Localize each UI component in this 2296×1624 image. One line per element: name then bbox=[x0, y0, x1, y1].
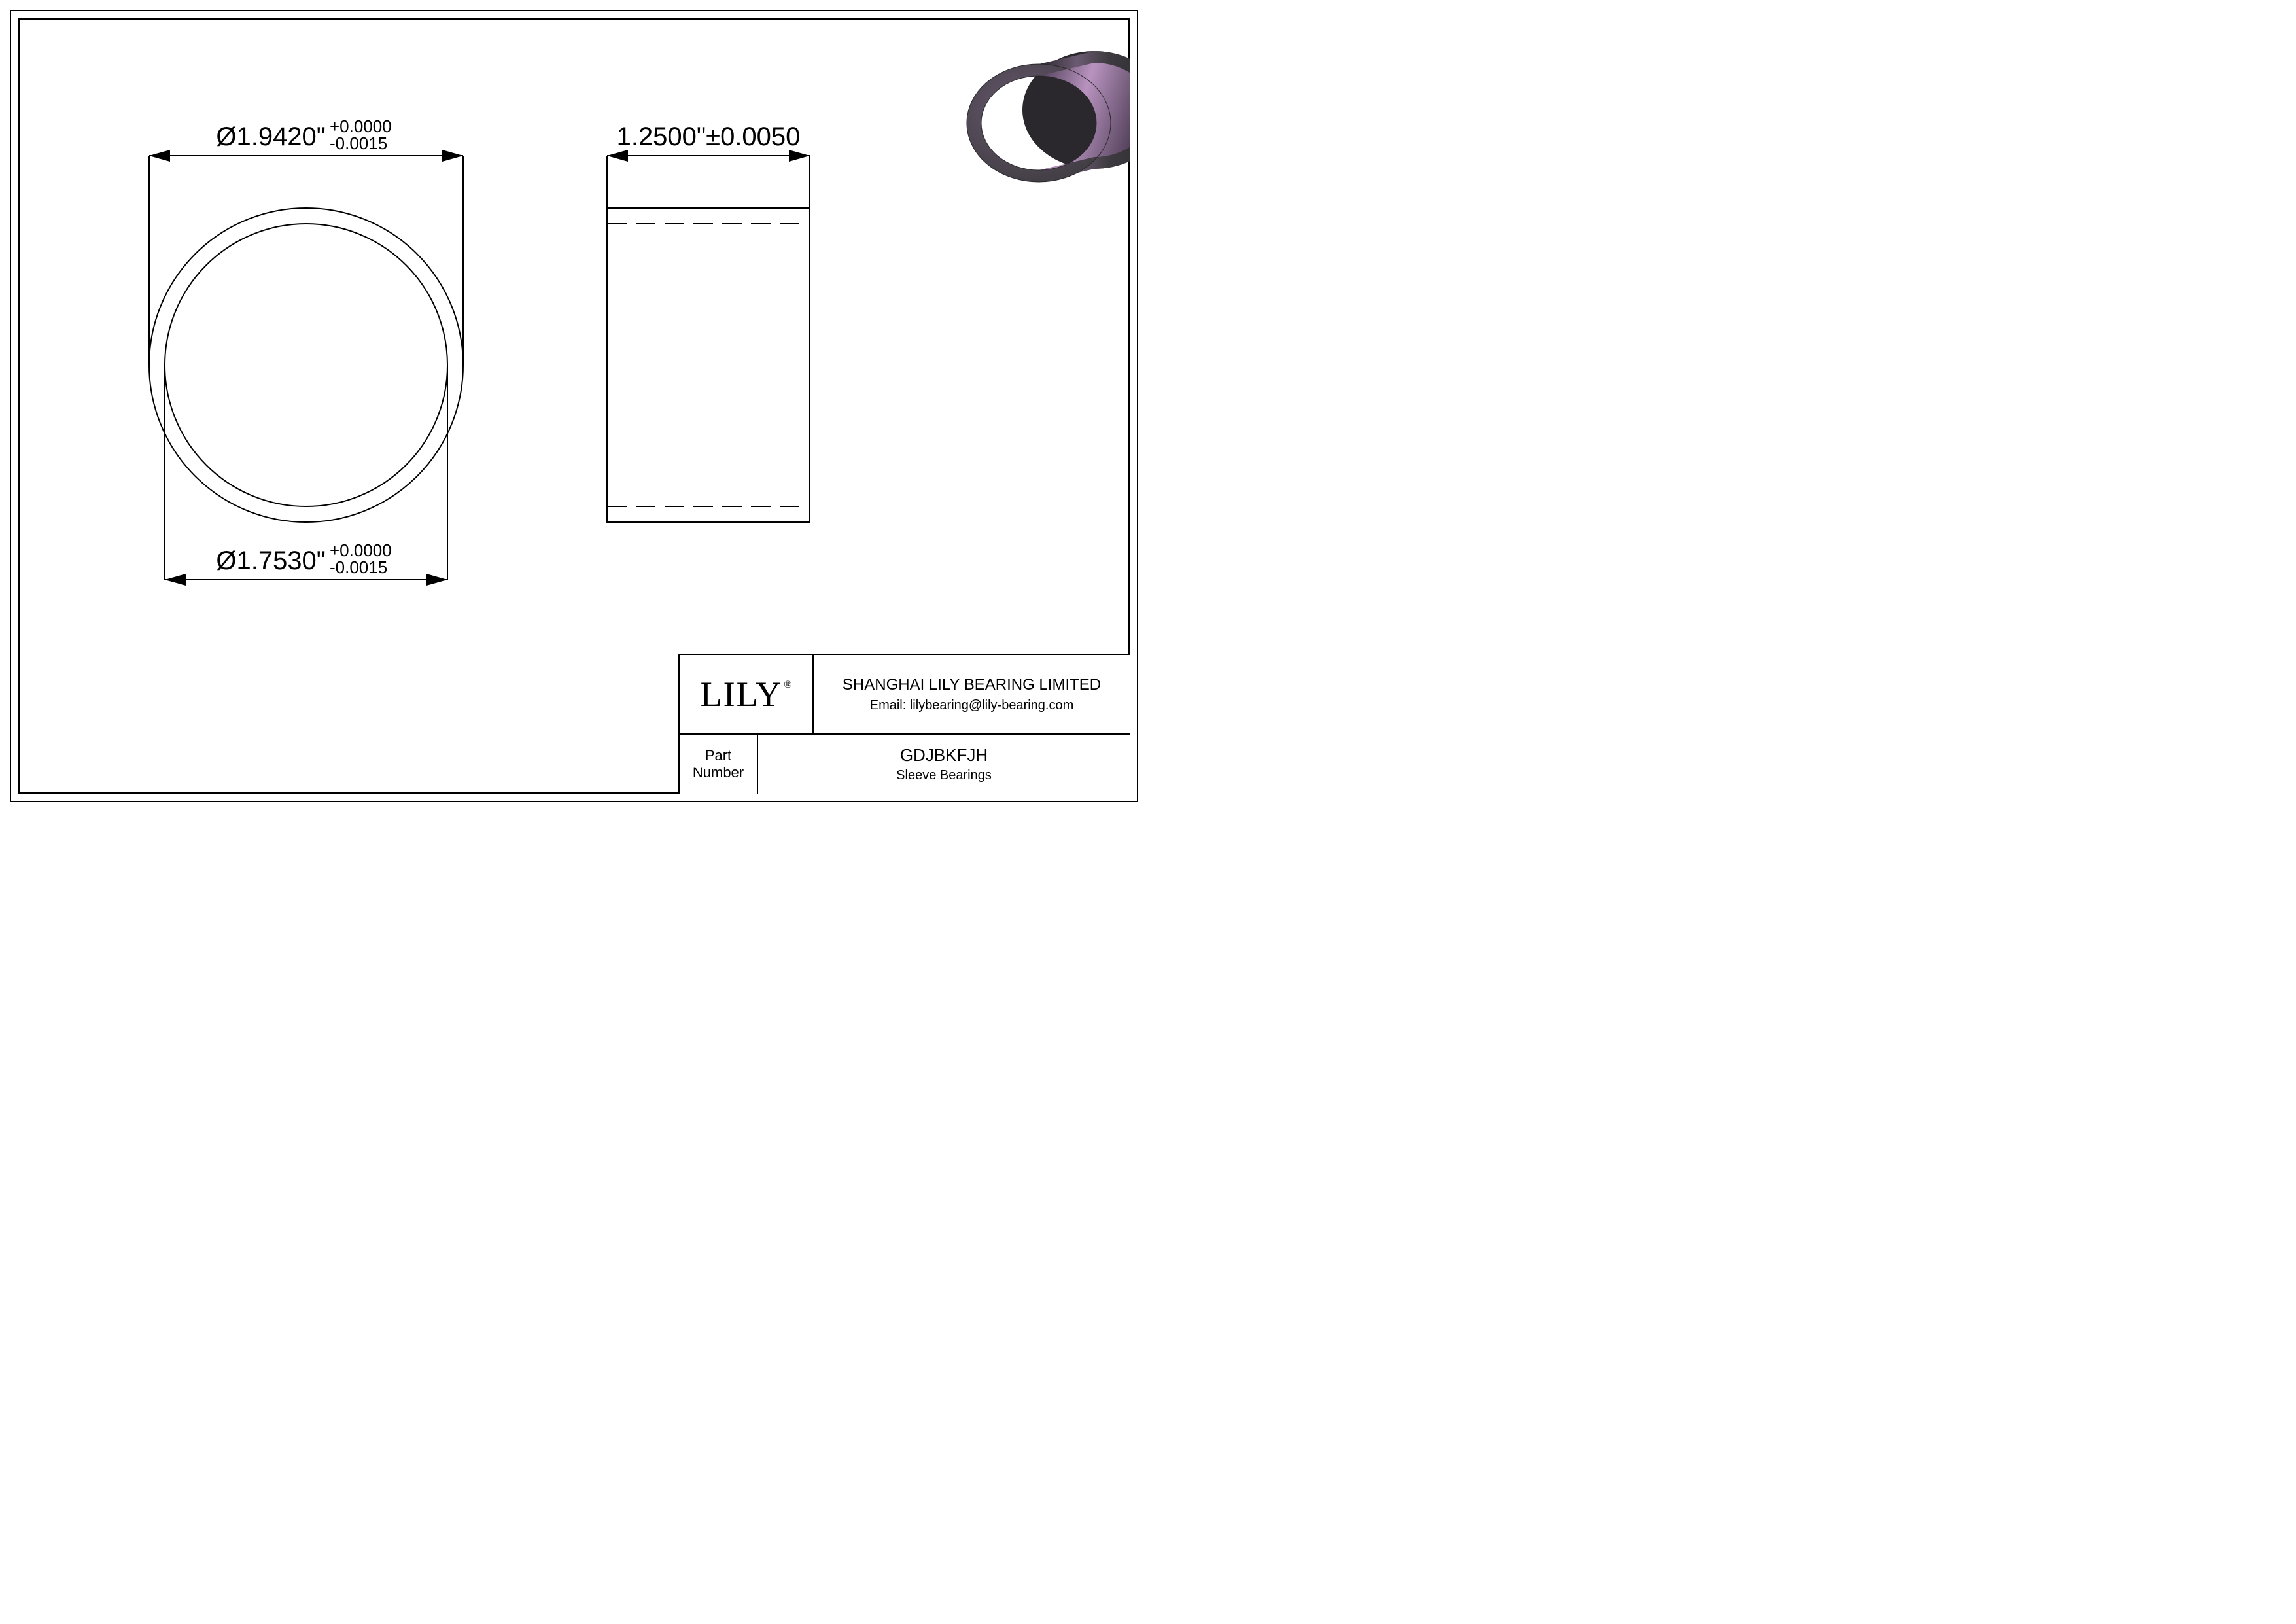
registered-mark: ® bbox=[784, 679, 793, 690]
part-description: Sleeve Bearings bbox=[896, 768, 992, 783]
pn-label-line2: Number bbox=[693, 764, 744, 781]
svg-text:-0.0015: -0.0015 bbox=[330, 133, 387, 153]
drawing-sheet: Ø1.9420"+0.0000-0.0015Ø1.7530"+0.0000-0.… bbox=[0, 0, 1148, 812]
title-block-row-1: LILY® SHANGHAI LILY BEARING LIMITED Emai… bbox=[680, 655, 1130, 735]
part-number-value: GDJBKFJH bbox=[900, 745, 988, 766]
part-number-value-cell: GDJBKFJH Sleeve Bearings bbox=[758, 735, 1130, 794]
company-email: Email: lilybearing@lily-bearing.com bbox=[870, 698, 1074, 713]
logo-name: LILY bbox=[701, 675, 783, 714]
pn-label-line1: Part bbox=[705, 747, 731, 764]
title-block: LILY® SHANGHAI LILY BEARING LIMITED Emai… bbox=[678, 654, 1130, 794]
svg-text:Ø1.9420": Ø1.9420" bbox=[216, 122, 326, 151]
svg-text:Ø1.7530": Ø1.7530" bbox=[216, 546, 326, 575]
svg-text:1.2500"±0.0050: 1.2500"±0.0050 bbox=[617, 122, 801, 151]
title-block-row-2: Part Number GDJBKFJH Sleeve Bearings bbox=[680, 735, 1130, 794]
company-cell: SHANGHAI LILY BEARING LIMITED Email: lil… bbox=[814, 655, 1130, 733]
logo-cell: LILY® bbox=[680, 655, 814, 733]
company-name: SHANGHAI LILY BEARING LIMITED bbox=[843, 676, 1101, 694]
iso-render bbox=[967, 51, 1130, 182]
logo-text: LILY® bbox=[701, 674, 792, 715]
svg-text:-0.0015: -0.0015 bbox=[330, 557, 387, 577]
part-number-label-cell: Part Number bbox=[680, 735, 758, 794]
